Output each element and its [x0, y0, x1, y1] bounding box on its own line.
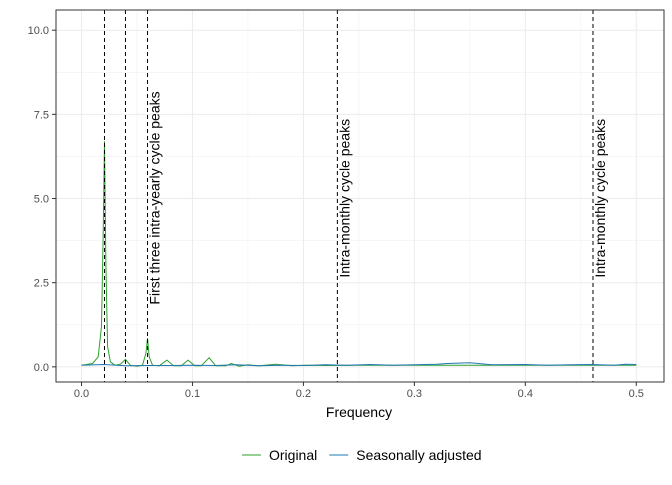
panel-border — [55, 9, 665, 383]
x-tick-label: 0.4 — [518, 388, 533, 400]
y-tick-label: 5.0 — [34, 194, 49, 206]
y-tick-label: 7.5 — [34, 109, 49, 121]
legend-label: Original — [269, 447, 317, 463]
reference-lines — [103, 10, 594, 382]
annotation-label: Intra-monthly cycle peaks — [336, 119, 352, 278]
annotations: First three intra-yearly cycle peaks Intr… — [147, 91, 608, 304]
grid — [56, 10, 664, 382]
x-axis-label: Frequency — [326, 404, 392, 420]
y-tick-label: 10.0 — [28, 25, 49, 37]
y-tick-label: 0.0 — [34, 362, 49, 374]
series-lines — [81, 141, 637, 367]
annotation-label: Intra-monthly cycle peaks — [592, 119, 608, 278]
axes: 0.0 0.1 0.2 0.3 0.4 0.5 0.0 2.5 5.0 7.5 10.0 — [28, 9, 665, 400]
x-tick-label: 0.2 — [296, 388, 311, 400]
x-tick-label: 0.1 — [185, 388, 200, 400]
legend-label: Seasonally adjusted — [356, 447, 481, 463]
x-tick-label: 0.0 — [74, 388, 89, 400]
x-tick-label: 0.5 — [629, 388, 644, 400]
series-line-seasonally-adjusted — [81, 362, 637, 367]
annotation-label: First three intra-yearly cycle peaks — [147, 91, 163, 304]
x-tick-label: 0.3 — [407, 388, 422, 400]
legend: Original Seasonally adjusted — [242, 447, 482, 463]
y-tick-label: 2.5 — [34, 278, 49, 290]
